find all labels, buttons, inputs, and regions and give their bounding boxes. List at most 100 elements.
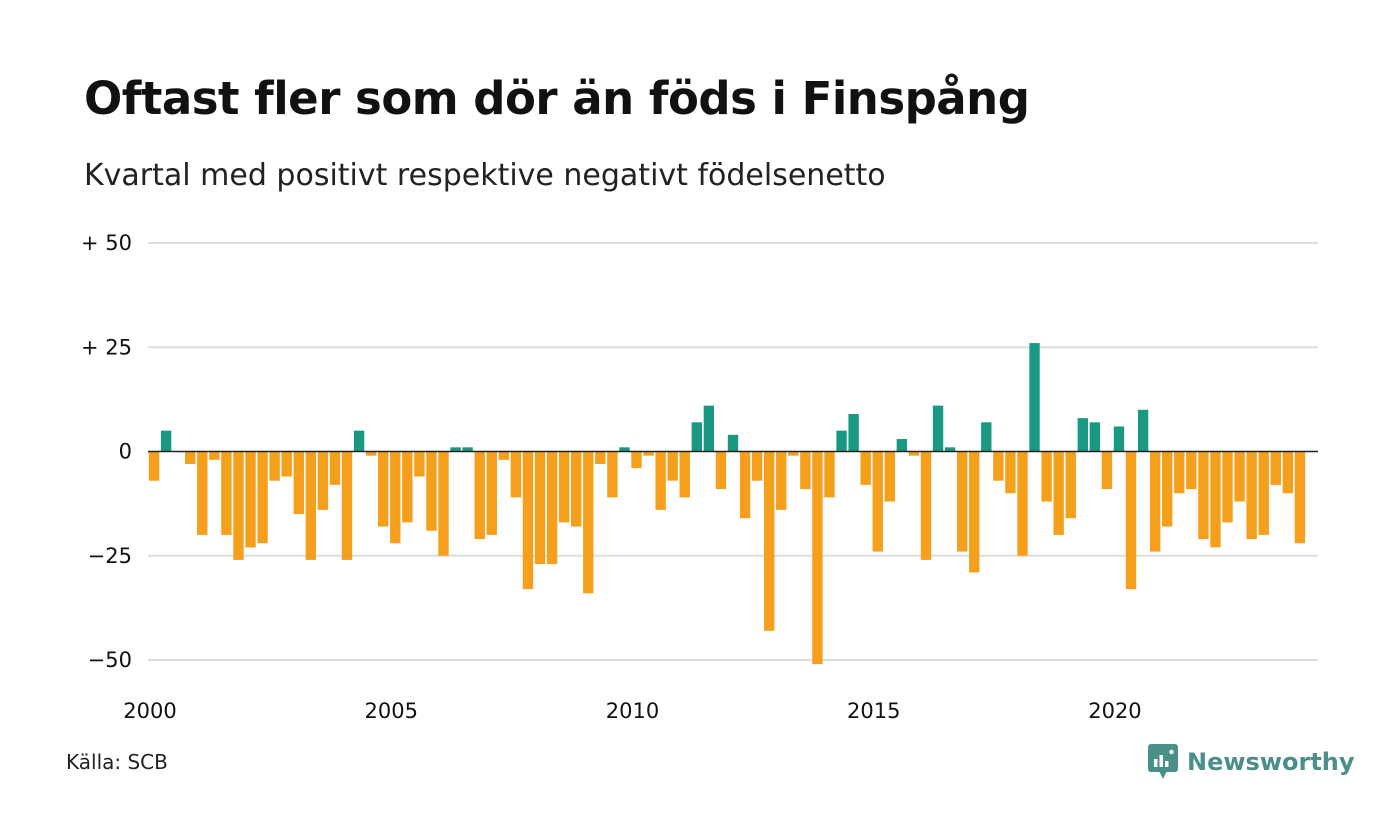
- bar-negative: [571, 451, 582, 527]
- bar-negative: [185, 451, 196, 465]
- bar-negative: [341, 451, 353, 560]
- bar-negative: [1270, 451, 1281, 485]
- y-tick-label: + 25: [81, 335, 132, 359]
- y-tick-label: −50: [88, 648, 132, 672]
- bar-negative: [305, 451, 317, 560]
- bar-negative: [281, 451, 292, 477]
- bar-negative: [956, 451, 968, 552]
- bar-negative: [969, 451, 980, 573]
- bar-negative: [872, 451, 883, 552]
- bar-positive: [353, 430, 365, 452]
- bar-negative: [293, 451, 304, 515]
- bar-negative: [739, 451, 751, 519]
- bar-negative: [1210, 451, 1221, 548]
- x-tick-label: 2000: [123, 699, 176, 723]
- y-tick-label: −25: [88, 544, 132, 568]
- chart-subtitle: Kvartal med positivt respektive negativt…: [84, 158, 886, 193]
- bar-positive: [1137, 409, 1149, 452]
- bar-negative: [1246, 451, 1257, 540]
- bar-negative: [1125, 451, 1137, 590]
- bar-negative: [233, 451, 244, 560]
- bar-negative: [197, 451, 208, 535]
- bar-negative: [1162, 451, 1173, 527]
- bar-negative: [221, 451, 232, 535]
- newsworthy-logo-icon: [1148, 744, 1178, 779]
- bar-positive: [160, 430, 172, 452]
- bar-negative: [426, 451, 437, 531]
- bar-negative: [1101, 451, 1113, 490]
- bar-negative: [1234, 451, 1245, 502]
- bar-negative: [378, 451, 389, 527]
- bar-negative: [1017, 451, 1028, 556]
- bar-negative: [800, 451, 811, 490]
- bar-negative: [1065, 451, 1076, 519]
- bar-negative: [1149, 451, 1161, 552]
- bar-negative: [365, 451, 377, 456]
- bar-negative: [257, 451, 268, 544]
- bar-positive: [848, 413, 859, 452]
- bar-positive: [981, 422, 992, 452]
- bar-positive: [619, 447, 630, 452]
- bar-negative: [1198, 451, 1209, 540]
- bar-negative: [812, 451, 823, 665]
- bar-negative: [474, 451, 485, 540]
- brand-logo: Newsworthy: [1148, 742, 1355, 782]
- source-note: Källa: SCB: [66, 750, 168, 774]
- bar-negative: [631, 451, 642, 469]
- bar-negative: [583, 451, 594, 594]
- bar-negative: [595, 451, 606, 465]
- bar-positive: [462, 447, 473, 452]
- bar-negative: [1041, 451, 1052, 502]
- bar-negative: [1294, 451, 1306, 544]
- bar-negative: [510, 451, 522, 498]
- bars: [148, 343, 1306, 665]
- bar-positive: [1113, 426, 1125, 452]
- bar-negative: [209, 451, 220, 460]
- bar-positive: [1077, 418, 1088, 452]
- bar-positive: [1089, 422, 1101, 452]
- bar-negative: [751, 451, 763, 481]
- bar-negative: [1222, 451, 1233, 523]
- bar-negative: [643, 451, 654, 456]
- y-tick-label: + 50: [81, 231, 132, 255]
- bar-positive: [727, 434, 739, 452]
- bar-negative: [679, 451, 690, 498]
- bar-negative: [788, 451, 799, 456]
- bar-negative: [1186, 451, 1197, 490]
- x-tick-label: 2015: [847, 699, 900, 723]
- bar-negative: [329, 451, 341, 485]
- bar-negative: [414, 451, 425, 477]
- bar-negative: [558, 451, 570, 523]
- bar-negative: [1053, 451, 1064, 535]
- bar-negative: [776, 451, 787, 510]
- bar-positive: [691, 422, 702, 452]
- bar-negative: [498, 451, 510, 460]
- bar-positive: [896, 438, 908, 452]
- bar-negative: [993, 451, 1004, 481]
- bar-negative: [860, 451, 871, 485]
- bar-negative: [1005, 451, 1016, 494]
- y-tick-label: 0: [119, 440, 132, 464]
- x-axis-tick-labels: 2000 2005 2010 2015 2020: [123, 699, 1141, 723]
- bar-negative: [1258, 451, 1269, 535]
- bar-negative: [390, 451, 401, 544]
- bar-negative: [715, 451, 727, 490]
- bar-negative: [534, 451, 546, 565]
- bar-positive: [944, 447, 956, 452]
- bar-negative: [245, 451, 256, 548]
- x-tick-label: 2020: [1088, 699, 1141, 723]
- brand-name: Newsworthy: [1187, 748, 1355, 776]
- bar-positive: [450, 447, 461, 452]
- bar-negative: [522, 451, 534, 590]
- bar-positive: [1029, 343, 1040, 452]
- bar-negative: [607, 451, 618, 498]
- bar-negative: [824, 451, 835, 498]
- bar-negative: [667, 451, 678, 481]
- bar-positive: [703, 405, 715, 452]
- bar-negative: [402, 451, 413, 523]
- bar-negative: [1174, 451, 1185, 494]
- bar-negative: [546, 451, 558, 565]
- y-axis-tick-labels: + 50 + 25 0 −25 −50: [81, 231, 132, 672]
- bar-negative: [148, 451, 160, 481]
